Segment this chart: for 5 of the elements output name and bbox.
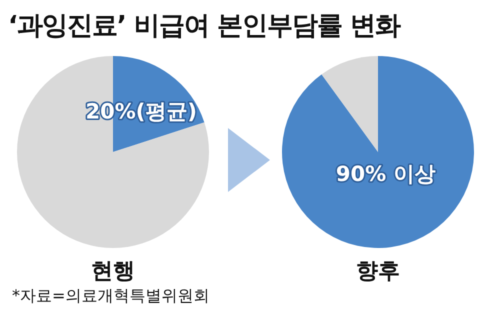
text: 현행 [90,258,136,286]
text: *자료=의료개혁특별위원회 [12,286,210,307]
text: 향후 [355,258,401,286]
chart-title: ‘과잉진료’ 비급여 본인부담률 변화 [8,10,400,43]
data-label: 90% 이상 [336,162,436,186]
